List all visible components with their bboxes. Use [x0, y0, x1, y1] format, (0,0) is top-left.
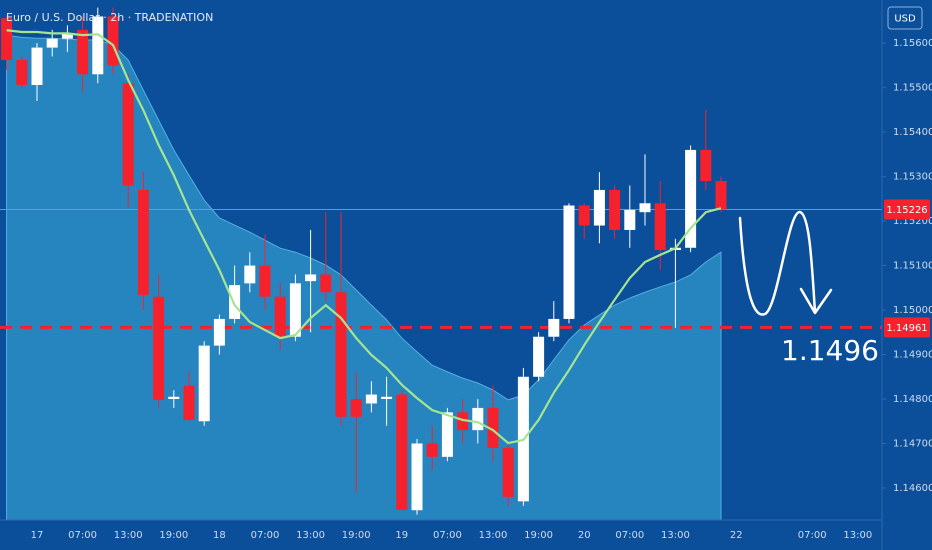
- price-tag: [884, 199, 930, 220]
- x-tick-label: 13:00: [296, 530, 325, 541]
- y-tick-label: 1.15200: [893, 216, 932, 227]
- y-tick-label: 1.15600: [893, 38, 932, 49]
- candle-body: [213, 318, 225, 346]
- candle-body: [472, 407, 484, 431]
- candle-body: [229, 285, 241, 319]
- candle-body: [609, 189, 621, 230]
- candle-body: [426, 443, 438, 457]
- candle-body: [153, 296, 165, 400]
- plot-area: [0, 7, 886, 521]
- candle-body: [457, 412, 469, 431]
- candle-body: [244, 265, 256, 284]
- currency-button-label[interactable]: USD: [894, 14, 916, 25]
- candle-body: [92, 16, 104, 75]
- candle-body: [654, 203, 666, 250]
- x-tick-label: 19:00: [342, 530, 371, 541]
- candle-body: [578, 205, 590, 226]
- candle-body: [31, 47, 43, 85]
- candle-body: [274, 296, 286, 337]
- candle-body: [502, 447, 514, 497]
- candle-body: [365, 394, 377, 404]
- y-tick-label: 1.14900: [893, 350, 932, 361]
- candle-body: [61, 34, 73, 39]
- moving-average-line: [6, 29, 722, 445]
- candle-body: [1, 18, 13, 61]
- candle-body: [700, 149, 712, 182]
- candle-body: [487, 407, 499, 448]
- candle-body: [16, 60, 28, 85]
- candle-body: [685, 149, 697, 248]
- candle-body: [335, 292, 347, 417]
- candle-body: [381, 396, 393, 400]
- currency-button[interactable]: [887, 6, 923, 30]
- candle-body: [122, 83, 134, 186]
- candle-body: [350, 399, 362, 417]
- candle-body: [548, 318, 560, 337]
- candle-body: [411, 443, 423, 511]
- x-tick-label: 22: [730, 530, 743, 541]
- candle-body: [168, 396, 180, 400]
- candle-body: [533, 336, 545, 377]
- y-tick-label: 1.15400: [893, 127, 932, 138]
- target-annotation: 1.1496: [781, 334, 879, 367]
- y-tick-label: 1.15000: [893, 305, 932, 316]
- candle-body: [259, 265, 271, 297]
- candle-body: [77, 29, 89, 75]
- candle-body: [396, 394, 408, 510]
- candle-body: [715, 181, 727, 210]
- candle-body: [137, 189, 149, 295]
- candle-body: [46, 38, 58, 48]
- x-tick-label: 20: [578, 530, 591, 541]
- x-tick-label: 19:00: [524, 530, 553, 541]
- y-tick-label: 1.14600: [893, 483, 932, 494]
- x-tick-label: 18: [213, 530, 226, 541]
- y-tick-label: 1.15500: [893, 83, 932, 94]
- x-tick-label: 19: [395, 530, 408, 541]
- y-tick-label: 1.14800: [893, 394, 932, 405]
- price-tag-label: 1.14961: [886, 323, 927, 334]
- y-tick-label: 1.14700: [893, 438, 932, 449]
- x-tick-label: 13:00: [843, 530, 872, 541]
- x-tick-label: 19:00: [159, 530, 188, 541]
- arrow-drawing: [738, 210, 833, 316]
- candle-body: [305, 274, 317, 282]
- x-tick-label: 07:00: [798, 530, 827, 541]
- candle-body: [624, 209, 636, 230]
- x-tick-label: 07:00: [68, 530, 97, 541]
- x-tick-label: 17: [31, 530, 44, 541]
- x-tick-label: 13:00: [661, 530, 690, 541]
- x-tick-label: 13:00: [479, 530, 508, 541]
- x-tick-label: 07:00: [251, 530, 280, 541]
- x-tick-label: 13:00: [114, 530, 143, 541]
- y-tick-label: 1.15300: [893, 172, 932, 183]
- y-tick-label: 1.15100: [893, 261, 932, 272]
- candle-body: [289, 283, 301, 337]
- chart-title: Euro / U.S. Dollar · 2h · TRADENATION: [6, 11, 213, 24]
- price-tag-label: 1.15226: [886, 205, 927, 216]
- candle-body: [563, 205, 575, 319]
- candle-body: [593, 189, 605, 226]
- candle-body: [183, 385, 195, 420]
- price-tag: [884, 317, 930, 338]
- candle-body: [320, 274, 332, 293]
- candle-body: [441, 412, 453, 457]
- candle-body: [107, 16, 119, 66]
- x-tick-label: 07:00: [615, 530, 644, 541]
- candle-body: [198, 345, 210, 422]
- candle-body: [639, 203, 651, 213]
- x-tick-label: 07:00: [433, 530, 462, 541]
